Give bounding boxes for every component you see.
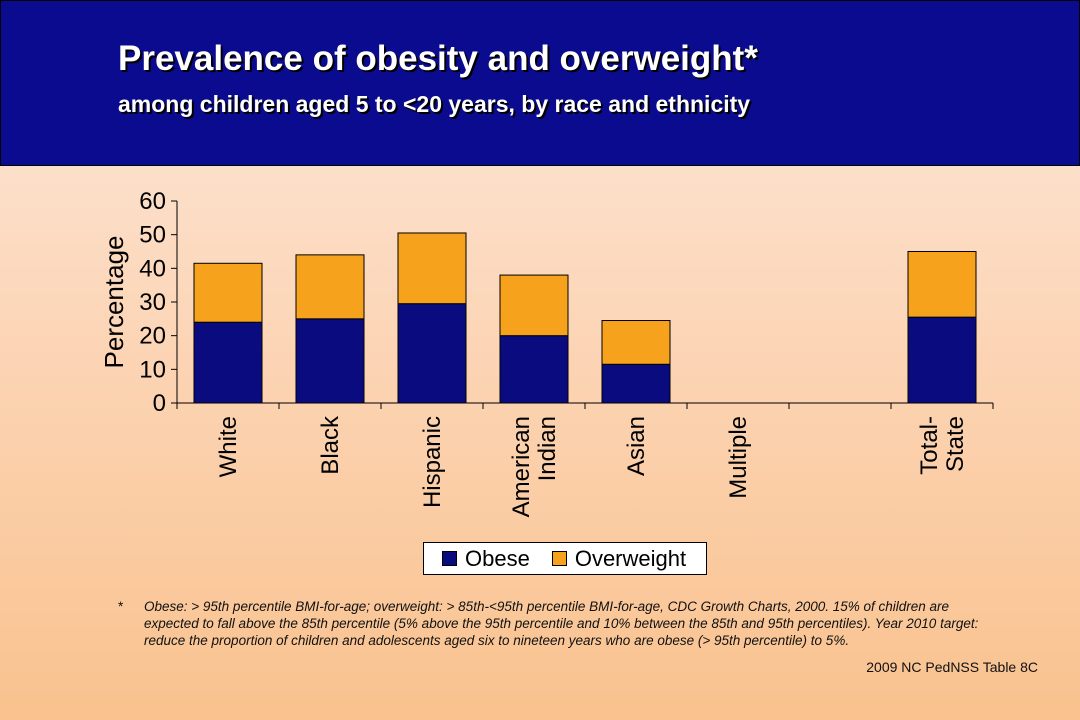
page-subtitle: among children aged 5 to <20 years, by r… — [118, 91, 751, 117]
x-tick-label: State — [942, 416, 969, 472]
bar-overweight-0 — [193, 262, 263, 323]
x-tick-label: American — [508, 416, 535, 517]
bar-overweight-2 — [397, 232, 467, 305]
y-tick-label: 30 — [139, 289, 166, 316]
legend-item-obese: Obese — [442, 546, 530, 572]
x-tick-label: Indian — [534, 416, 561, 481]
page-title: Prevalence of obesity and overweight* — [118, 39, 758, 78]
legend-label-obese: Obese — [465, 545, 530, 571]
y-tick-label: 60 — [139, 188, 166, 215]
x-tick-labels: White Black Hispanic American Indian Asian Mul… — [215, 415, 969, 517]
y-tick-label: 0 — [153, 390, 166, 417]
y-tick-label: 50 — [139, 222, 166, 249]
x-tick-label: Total- — [916, 416, 943, 475]
y-tick-label: 10 — [139, 356, 166, 383]
x-tick-label: Black — [317, 415, 344, 475]
bar-obese-1 — [295, 318, 365, 404]
bar-overweight-7 — [907, 251, 977, 318]
footnote-mark: * — [118, 599, 124, 614]
source-citation: 2009 NC PedNSS Table 8C — [866, 659, 1038, 675]
bar-obese-0 — [193, 321, 263, 404]
footnote-text: Obese: > 95th percentile BMI-for-age; ov… — [144, 599, 979, 648]
stacked-bar-chart: 0 10 20 30 40 50 60 White Black Hispanic American… — [99, 188, 994, 517]
title-banner: Prevalence of obesity and overweight* am… — [0, 0, 1080, 166]
chart-legend: Obese Overweight — [423, 542, 707, 575]
x-tick-label: White — [215, 416, 242, 477]
bar-obese-7 — [907, 316, 977, 404]
y-tick-label: 20 — [139, 323, 166, 350]
y-axis-label: Percentage — [99, 236, 129, 369]
x-tick-label: Hispanic — [419, 416, 446, 508]
y-tick-label: 40 — [139, 255, 166, 282]
bar-overweight-1 — [295, 254, 365, 320]
legend-item-overweight: Overweight — [551, 545, 687, 572]
bar-overweight-4 — [601, 320, 671, 365]
x-tick-label: Asian — [623, 416, 650, 476]
overweight-swatch — [551, 551, 567, 566]
x-tick-label: Multiple — [725, 416, 752, 499]
legend-label-overweight: Overweight — [574, 545, 687, 571]
bar-obese-2 — [397, 303, 467, 404]
obese-swatch — [442, 551, 457, 566]
chart-bars — [193, 232, 977, 404]
bar-obese-4 — [601, 363, 671, 404]
chart-axes: 0 10 20 30 40 50 60 — [139, 188, 994, 417]
bar-overweight-3 — [499, 274, 569, 337]
bar-obese-3 — [499, 335, 569, 404]
